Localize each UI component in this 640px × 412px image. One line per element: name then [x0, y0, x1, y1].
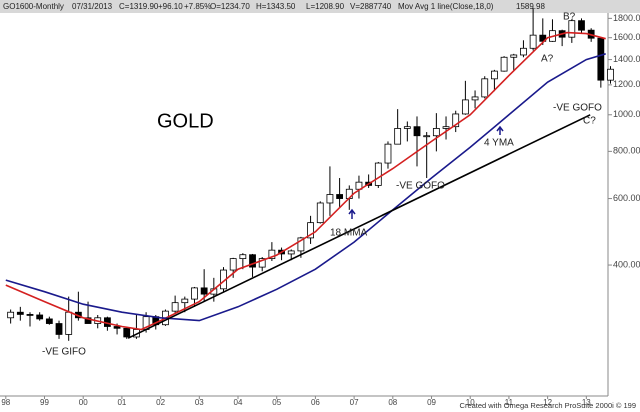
annotation: -VE GOFO [553, 103, 602, 114]
candle-body [316, 202, 324, 224]
header-text: +96.10 [158, 2, 183, 11]
x-tick-label: 01 [117, 398, 126, 407]
candle-body [268, 249, 276, 260]
candle-body [84, 317, 92, 324]
footer: Created with Omega Research ProSuite 200… [460, 401, 636, 410]
line-series [5, 31, 606, 331]
candle-body [191, 287, 198, 300]
chart-title: GOLD [157, 110, 214, 132]
x-tick-label: 09 [427, 398, 436, 407]
header-text: 07/31/2013 [72, 2, 113, 11]
candle-body [403, 126, 411, 129]
candle-body [520, 47, 527, 56]
candle-body [500, 56, 508, 72]
candle-body [326, 194, 334, 204]
candle-body [452, 113, 460, 128]
candle-body [607, 68, 614, 81]
candle-body [26, 314, 34, 316]
candle-body [394, 128, 402, 145]
x-tick-label: 13 [582, 398, 591, 407]
candle-body [123, 327, 131, 338]
candle-body [442, 126, 450, 129]
candle-body [249, 254, 256, 268]
annotation: C? [583, 116, 596, 127]
x-tick-label: 06 [311, 398, 320, 407]
candle-body [171, 302, 179, 312]
candle-body [7, 311, 15, 319]
header-text: H=1343.50 [256, 2, 296, 11]
x-tick-label: 11 [505, 398, 514, 407]
candle-body [336, 194, 344, 199]
candle-body [461, 99, 469, 115]
annotation: 18 MMA [330, 228, 368, 239]
annotation: A? [541, 54, 554, 65]
candle-body [297, 237, 305, 252]
header-text: GO1600-Monthly [3, 2, 64, 11]
y-tick-label: 1200.00 [613, 79, 640, 89]
x-tick-label: 02 [156, 398, 165, 407]
x-tick-label: 00 [79, 398, 88, 407]
arrow [348, 208, 356, 219]
header-bar [0, 0, 640, 13]
arrow [496, 125, 504, 135]
candle-body [200, 287, 208, 295]
candle-body [55, 323, 63, 335]
x-tick-label: 04 [234, 398, 243, 407]
annotation: B? [563, 12, 576, 23]
candle-body [181, 298, 189, 304]
candle-body [423, 135, 431, 138]
annotation: -VE GOFO [396, 181, 445, 192]
candle-body [432, 128, 440, 137]
candle-body [374, 162, 382, 186]
x-tick-label: 03 [195, 398, 204, 407]
candle-body [45, 318, 53, 324]
line-series [5, 53, 606, 322]
x-tick-label: 10 [466, 398, 475, 407]
candle-body [287, 250, 295, 255]
y-tick-label: 1000.00 [613, 109, 640, 119]
x-tick-label: 05 [272, 398, 281, 407]
candle-body [481, 78, 489, 98]
annotation: -VE GIFO [42, 347, 86, 358]
candle-body [597, 37, 605, 81]
x-tick-label: 98 [1, 398, 10, 407]
y-tick-label: 600.00 [613, 193, 640, 203]
candle-body [578, 20, 585, 31]
candle-body [529, 34, 537, 49]
y-tick-label: 1800.00 [613, 13, 640, 23]
y-tick-label: 400.00 [613, 259, 640, 269]
y-tick-label: 1400.00 [613, 54, 640, 64]
candle-body [568, 20, 576, 38]
x-tick-label: 08 [388, 398, 397, 407]
header-text: Mov Avg 1 line(Close,18,0) [398, 2, 494, 11]
header-text: O=1234.70 [210, 2, 250, 11]
candle-body [239, 254, 247, 260]
x-tick-label: 12 [543, 398, 552, 407]
candle-body [307, 222, 314, 239]
header-text: C=1319.90 [119, 2, 159, 11]
candle-body [65, 311, 73, 335]
candle-body [471, 96, 479, 101]
candle-body [113, 326, 121, 329]
candle-body [16, 311, 24, 315]
candle-body [384, 143, 392, 164]
x-tick-label: 99 [40, 398, 49, 407]
y-tick-label: 1600.00 [613, 32, 640, 42]
candle-body [510, 54, 518, 58]
line-series [127, 114, 591, 339]
candle-body [413, 126, 421, 137]
header-text: +7.85% [184, 2, 211, 11]
candle-body [258, 258, 266, 268]
header-text: L=1208.90 [306, 2, 345, 11]
candle-body [36, 314, 44, 320]
y-tick-label: 800.00 [613, 146, 640, 156]
header-text: V=2887740 [350, 2, 392, 11]
x-tick-label: 07 [350, 398, 359, 407]
candle-body [229, 258, 237, 271]
header-text: 1589.98 [516, 2, 545, 11]
candle-body [491, 70, 498, 80]
annotation: 4 YMA [484, 138, 514, 149]
